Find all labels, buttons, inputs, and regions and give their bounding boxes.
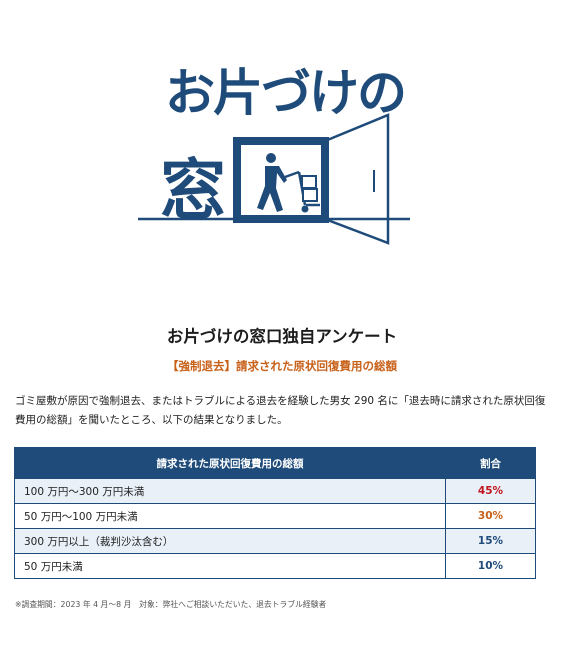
mover-pictogram-icon xyxy=(257,153,320,213)
door-icon xyxy=(138,113,410,245)
result-table: 請求された原状回復費用の総額 割合 100 万円〜300 万円未満 45% 50… xyxy=(14,447,536,579)
row-label: 100 万円〜300 万円未満 xyxy=(14,478,446,504)
survey-footnote: ※調査期間：2023 年 4 月〜8 月 対象：弊社へご相談いただいた、退去トラ… xyxy=(15,600,327,609)
table-header-row: 請求された原状回復費用の総額 割合 xyxy=(14,447,536,479)
header-ratio: 割合 xyxy=(445,447,536,479)
header-cost-total: 請求された原状回復費用の総額 xyxy=(14,447,446,479)
row-pct: 30% xyxy=(445,503,536,529)
table-row: 300 万円以上（裁判沙汰含む） 15% xyxy=(14,528,536,554)
row-pct: 45% xyxy=(445,478,536,504)
table-row: 50 万円未満 10% xyxy=(14,553,536,579)
row-label: 50 万円未満 xyxy=(14,553,446,579)
row-label: 50 万円〜100 万円未満 xyxy=(14,503,446,529)
row-pct: 10% xyxy=(445,553,536,579)
row-label: 300 万円以上（裁判沙汰含む） xyxy=(14,528,446,554)
survey-intro: ゴミ屋敷が原因で強制退去、またはトラブルによる退去を経験した男女 290 名に「… xyxy=(15,395,546,426)
survey-subtitle: 【強制退去】請求された原状回復費用の総額 xyxy=(167,359,397,373)
row-pct: 15% xyxy=(445,528,536,554)
logo: お片づけの 窓 xyxy=(138,64,410,245)
table-row: 50 万円〜100 万円未満 30% xyxy=(14,503,536,529)
survey-title: お片づけの窓口独自アンケート xyxy=(166,327,398,346)
logo-text-line1: お片づけの xyxy=(165,64,405,122)
logo-text-window: 窓 xyxy=(160,152,226,229)
table-row: 100 万円〜300 万円未満 45% xyxy=(14,478,536,504)
